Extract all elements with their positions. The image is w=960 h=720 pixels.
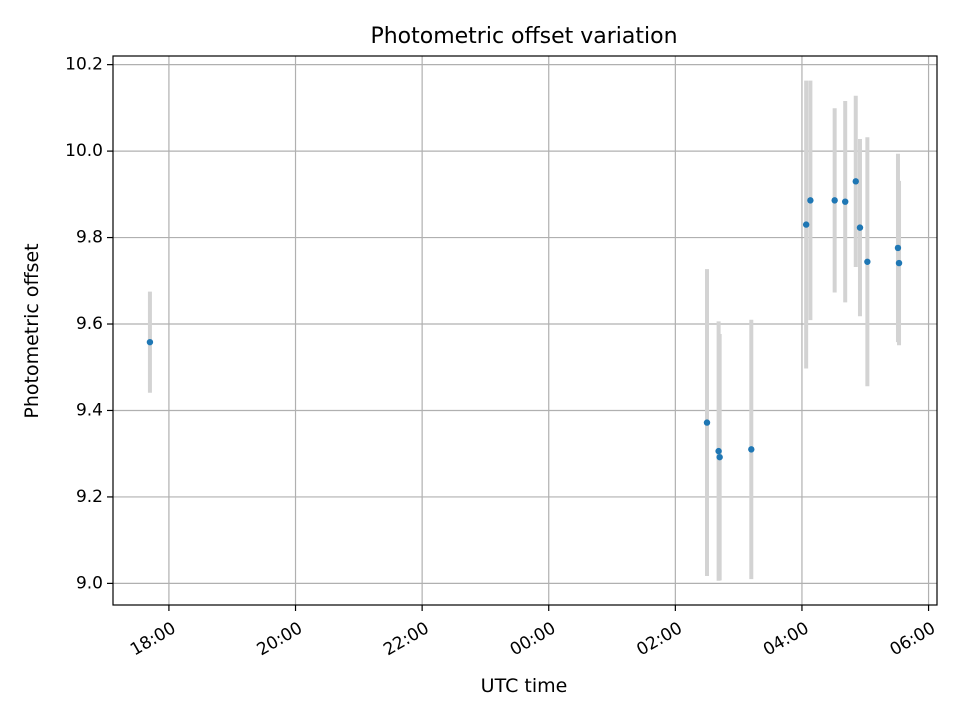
x-tick-label: 22:00 xyxy=(380,618,432,660)
data-point xyxy=(864,258,871,265)
y-axis-label: Photometric offset xyxy=(21,243,43,418)
data-point xyxy=(895,259,903,267)
x-tick-label: 20:00 xyxy=(254,618,306,660)
data-point xyxy=(716,453,723,461)
y-tick-label: 10.2 xyxy=(65,55,103,75)
y-tick-label: 10.0 xyxy=(65,141,103,161)
data-point xyxy=(703,419,711,426)
x-tick-label: 02:00 xyxy=(633,618,685,660)
data-point xyxy=(146,338,154,346)
data-point xyxy=(852,178,859,185)
x-axis-ticks: 18:00 20:00 22:00 00:00 02:00 04:00 06:00 xyxy=(127,605,939,660)
error-bars xyxy=(147,80,902,581)
y-tick-label: 9.0 xyxy=(76,573,103,593)
x-axis-label: UTC time xyxy=(481,675,568,697)
data-points xyxy=(146,178,903,461)
x-tick-label: 06:00 xyxy=(887,618,939,660)
data-point xyxy=(856,224,864,231)
x-grid xyxy=(168,56,930,605)
y-tick-label: 9.6 xyxy=(76,314,103,334)
data-point xyxy=(894,244,902,252)
chart-title: Photometric offset variation xyxy=(370,24,677,49)
y-axis-ticks: 9.0 9.2 9.4 9.6 9.8 10.0 10.2 xyxy=(65,55,113,593)
y-tick-label: 9.8 xyxy=(76,228,103,248)
data-point xyxy=(802,221,810,228)
data-point xyxy=(842,198,849,205)
x-tick-label: 00:00 xyxy=(507,618,559,660)
plot-frame xyxy=(112,55,938,606)
y-tick-label: 9.2 xyxy=(76,487,103,507)
data-point xyxy=(831,197,838,204)
y-grid xyxy=(113,64,937,584)
y-tick-label: 9.4 xyxy=(76,400,103,420)
data-point xyxy=(807,197,814,204)
x-tick-label: 04:00 xyxy=(760,618,812,660)
data-point xyxy=(715,447,722,455)
data-point xyxy=(748,446,755,453)
x-tick-label: 18:00 xyxy=(127,618,179,660)
